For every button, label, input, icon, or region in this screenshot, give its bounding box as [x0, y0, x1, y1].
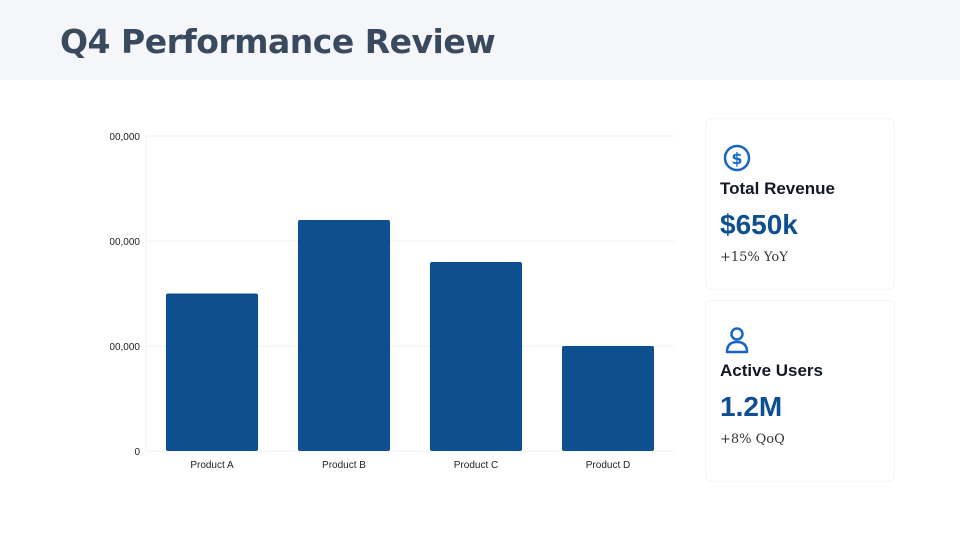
- card-label: Total Revenue: [720, 179, 835, 198]
- bar-product-b: [298, 220, 390, 451]
- bar-product-c: [430, 262, 522, 451]
- total-revenue-card: $ Total Revenue $650k +15% YoY: [705, 118, 895, 290]
- bar-product-d: [562, 346, 654, 451]
- y-tick-label: 100,000: [104, 342, 141, 353]
- page-title: Q4 Performance Review: [60, 22, 496, 61]
- x-tick-label: Product C: [454, 460, 498, 471]
- header: Q4 Performance Review: [0, 0, 960, 80]
- x-tick-label: Product D: [586, 460, 630, 471]
- x-tick-label: Product A: [190, 460, 234, 471]
- svg-text:$: $: [731, 149, 742, 168]
- card-value: 1.2M: [720, 391, 783, 422]
- bar-chart: 0 100,000 200,000 300,000 Product A Product B…: [104, 132, 674, 471]
- bar-product-a: [166, 293, 258, 451]
- y-tick-label: 200,000: [104, 237, 141, 248]
- y-tick-label: 300,000: [104, 132, 141, 143]
- card-label: Active Users: [720, 361, 824, 380]
- card-delta: +15% YoY: [720, 250, 788, 265]
- card-delta: +8% QoQ: [720, 432, 785, 447]
- card-value: $650k: [720, 209, 798, 240]
- x-tick-label: Product B: [322, 460, 366, 471]
- user-icon: [725, 327, 749, 354]
- y-tick-label: 0: [134, 447, 140, 458]
- dollar-circle-icon: $: [723, 144, 751, 172]
- active-users-card: Active Users 1.2M +8% QoQ: [705, 300, 895, 482]
